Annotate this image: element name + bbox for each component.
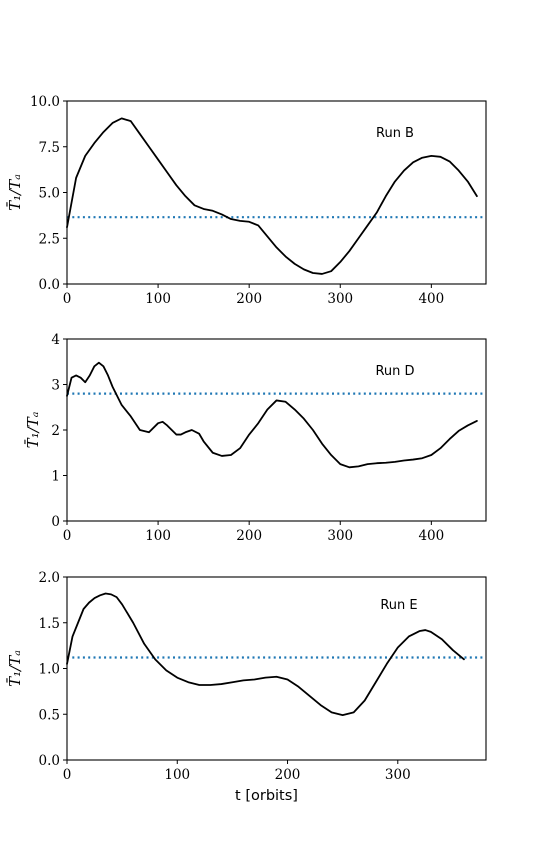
y-tick-label: 10.0 — [30, 94, 60, 110]
y-tick-label: 7.5 — [39, 140, 60, 156]
run-label: Run D — [375, 364, 414, 379]
y-tick-label: 3 — [51, 378, 60, 394]
y-tick-label: 5.0 — [39, 186, 60, 202]
y-tick-label: 2.0 — [39, 570, 60, 586]
axes-frame — [66, 100, 487, 285]
series-line-1 — [66, 117, 478, 275]
series-line-1 — [66, 592, 465, 717]
y-tick-label: 0.0 — [39, 753, 60, 769]
x-axis-label: t [orbits] — [235, 788, 298, 804]
x-tick-label: 0 — [63, 528, 72, 544]
y-tick-label: 2 — [51, 423, 60, 439]
y-tick-label: 0.0 — [39, 277, 60, 293]
axes-frame — [66, 576, 487, 761]
x-tick-label: 0 — [63, 767, 72, 783]
x-tick-label: 100 — [145, 528, 171, 544]
y-tick-label: 0 — [51, 514, 60, 530]
x-tick-label: 100 — [164, 767, 190, 783]
x-tick-label: 400 — [418, 291, 444, 307]
y-tick-label: 4 — [51, 332, 60, 348]
x-tick-label: 400 — [418, 528, 444, 544]
axes-frame — [66, 338, 487, 522]
y-tick-label: 2.5 — [39, 231, 60, 247]
series-line-1 — [66, 361, 478, 469]
subplot-2: 0 100 200 300 400 0 1 2 3 4 Run D T̄₁/Tₐ — [24, 332, 487, 544]
y-tick-label: 1.0 — [39, 662, 60, 678]
y-axis-label: T̄₁/Tₐ — [24, 412, 42, 449]
subplot-1: 0 100 200 300 400 0.0 2.5 5.0 7.5 10.0 Run B T̄₁/Tₐ — [6, 94, 487, 307]
y-tick-label: 1 — [51, 469, 60, 485]
y-axis-label: T̄₁/Tₐ — [6, 174, 24, 211]
run-label: Run B — [376, 126, 414, 141]
x-tick-label: 300 — [385, 767, 411, 783]
x-tick-label: 100 — [145, 291, 171, 307]
x-tick-label: 300 — [327, 528, 353, 544]
x-tick-label: 300 — [327, 291, 353, 307]
x-tick-label: 0 — [63, 291, 72, 307]
subplot-3: 0 100 200 300 0.0 0.5 1.0 1.5 2.0 Run E T̄₁/Tₐ t [o… — [6, 570, 487, 804]
y-tick-label: 0.5 — [39, 707, 60, 723]
y-tick-label: 1.5 — [39, 616, 60, 632]
x-tick-label: 200 — [236, 291, 262, 307]
x-tick-label: 200 — [236, 528, 262, 544]
run-label: Run E — [380, 598, 417, 613]
x-tick-label: 200 — [275, 767, 301, 783]
y-axis-label: T̄₁/Tₐ — [6, 650, 24, 687]
